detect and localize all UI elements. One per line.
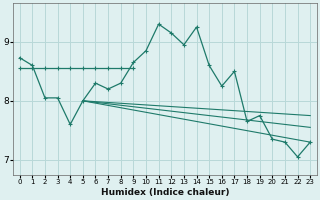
X-axis label: Humidex (Indice chaleur): Humidex (Indice chaleur) — [101, 188, 229, 197]
